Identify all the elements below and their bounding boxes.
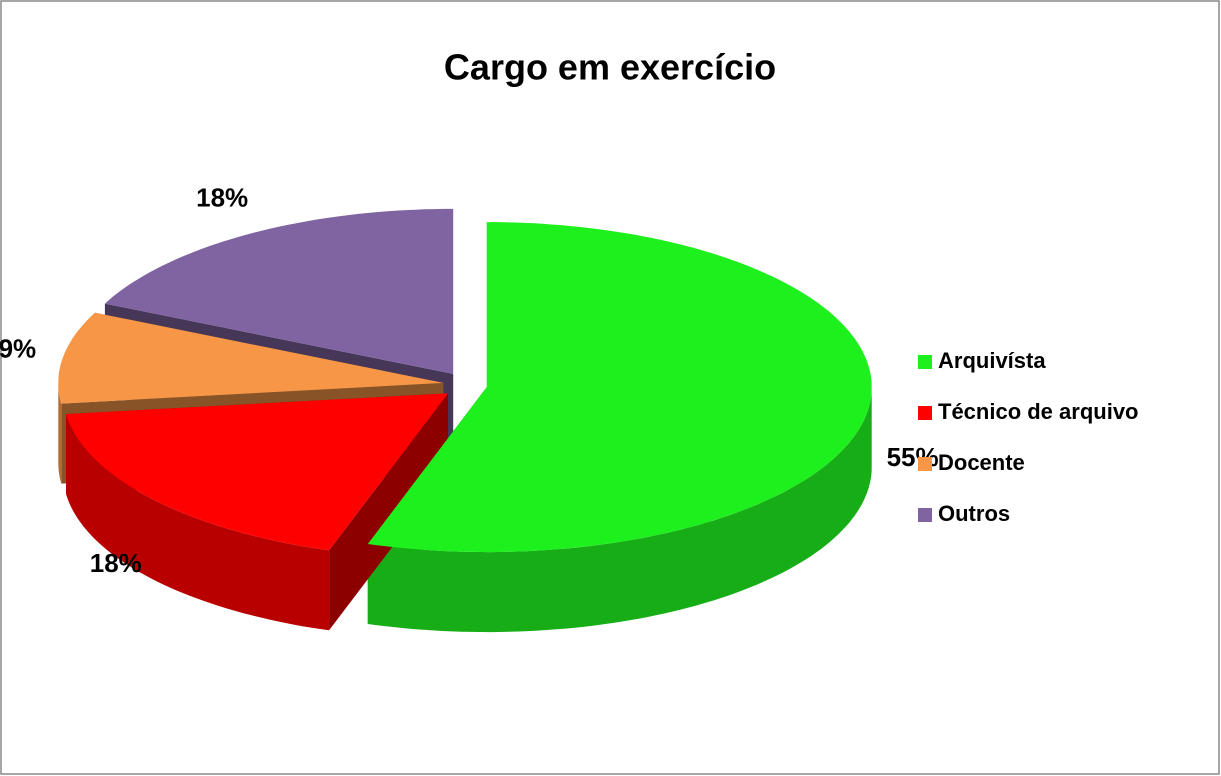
legend-swatch <box>918 457 932 471</box>
slice <box>66 393 448 551</box>
slice-wall <box>367 387 872 633</box>
slice <box>104 208 454 374</box>
legend-label: Arquivísta <box>938 348 1046 373</box>
data-label: 18% <box>196 183 248 213</box>
legend-label: Docente <box>938 450 1025 475</box>
chart-title: Cargo em exercício <box>444 47 776 88</box>
slice-wall <box>66 414 330 631</box>
slice <box>58 312 444 404</box>
legend-swatch <box>918 355 932 369</box>
slice-wall <box>58 382 62 484</box>
legend-label: Outros <box>938 501 1010 526</box>
data-label: 9% <box>0 334 36 364</box>
legend-swatch <box>918 406 932 420</box>
slice <box>367 222 872 553</box>
legend-swatch <box>918 508 932 522</box>
data-label: 18% <box>90 548 142 578</box>
legend-label: Técnico de arquivo <box>938 399 1139 424</box>
